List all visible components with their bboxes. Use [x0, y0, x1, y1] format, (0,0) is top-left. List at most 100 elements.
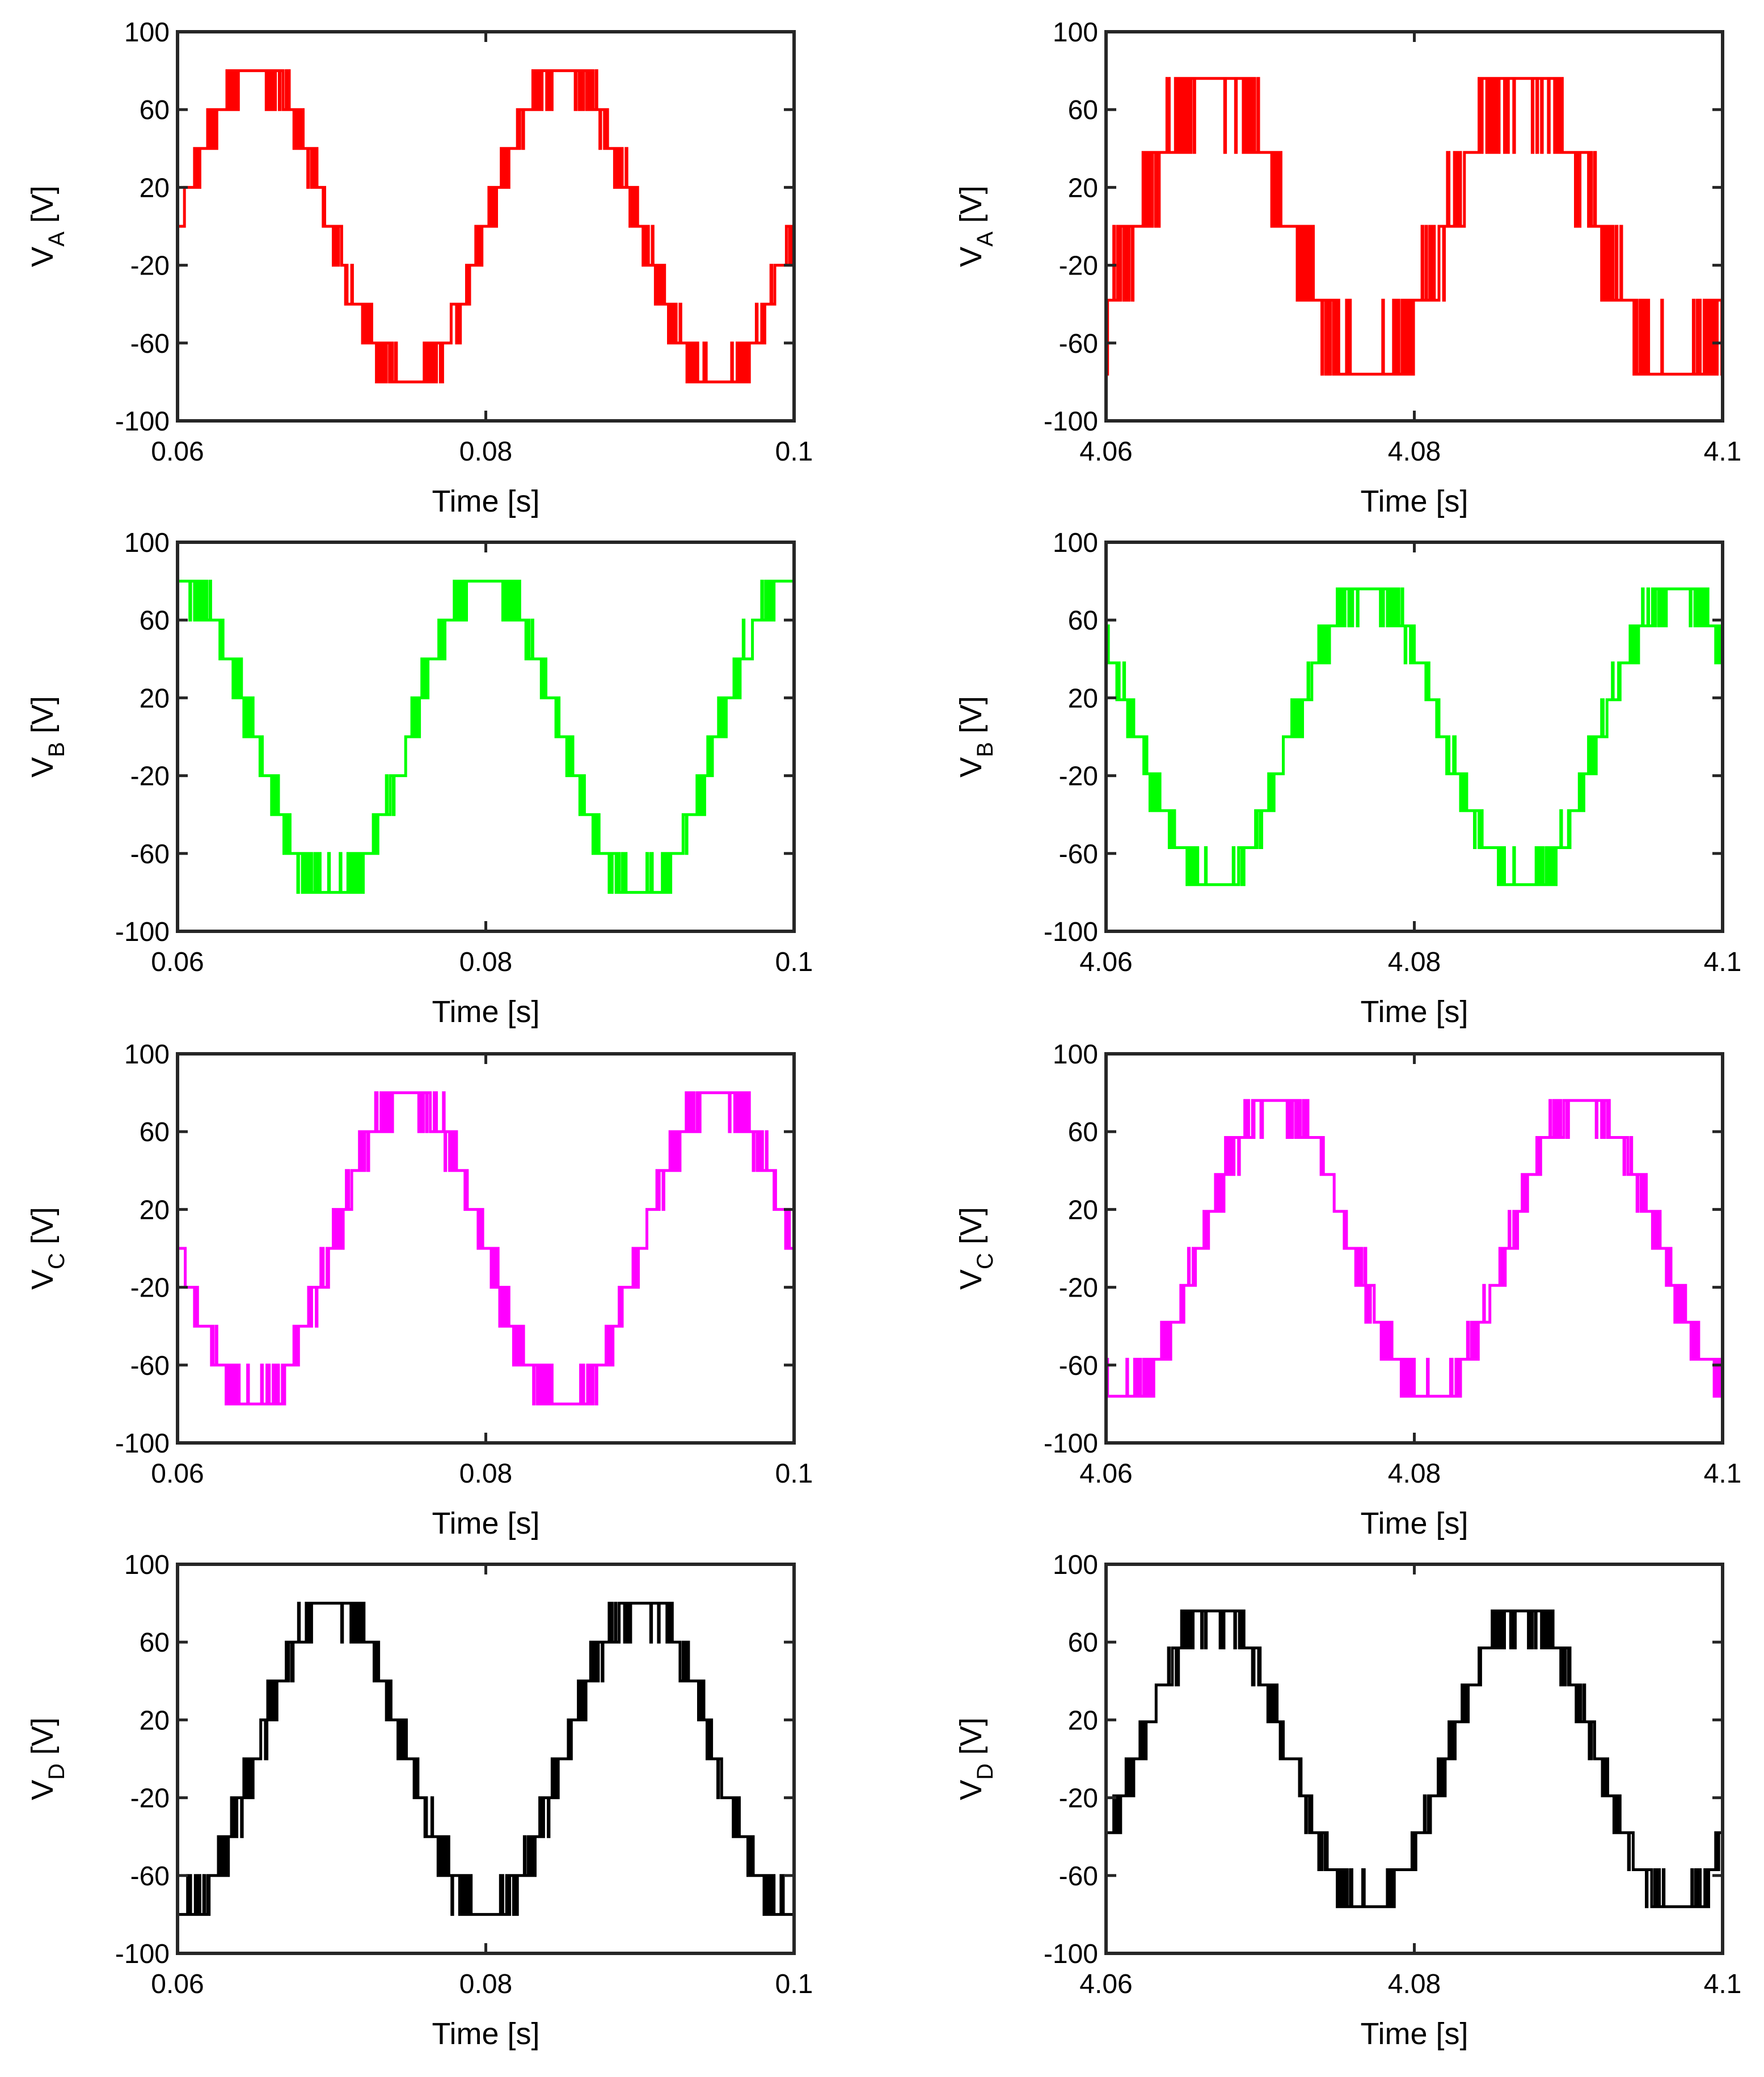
x-tick-label: 4.1: [1704, 1459, 1742, 1489]
y-tick-label: 100: [1053, 1550, 1098, 1580]
y-tick-label: -60: [130, 1861, 170, 1892]
y-tick-label: 100: [124, 18, 170, 48]
waveform-va-start: [178, 69, 794, 383]
y-tick-label: -60: [1059, 1351, 1098, 1381]
waveform-vd-start: [178, 1602, 794, 1916]
y-tick-label: -20: [1059, 251, 1098, 281]
y-tick-label: -60: [130, 839, 170, 869]
y-tick-label: 100: [124, 528, 170, 558]
x-tick-label: 0.08: [459, 1459, 512, 1489]
y-tick-label: 60: [140, 606, 170, 636]
y-tick-label: -60: [1059, 839, 1098, 869]
plot-frame: [176, 541, 796, 933]
y-tick-label: -100: [115, 407, 170, 437]
x-tick-label: 0.06: [151, 437, 204, 467]
y-axis-label: VB [V]: [26, 696, 69, 778]
y-tick-label: -20: [1059, 762, 1098, 792]
y-tick-label: -100: [1044, 1939, 1098, 1969]
x-tick-label: 0.08: [459, 1969, 512, 1999]
waveform-vb-end: [1106, 587, 1723, 886]
x-tick-label: 4.1: [1704, 437, 1742, 467]
waveform-vc-end: [1106, 1099, 1723, 1398]
x-axis-label: Time [s]: [432, 1506, 539, 1540]
y-tick-label: 20: [140, 1195, 170, 1225]
y-tick-label: 60: [1068, 1117, 1098, 1147]
x-axis-label: Time [s]: [1360, 484, 1468, 518]
y-tick-label: -60: [1059, 329, 1098, 359]
x-tick-label: 4.06: [1079, 1459, 1132, 1489]
y-axis-label: VA [V]: [954, 185, 998, 267]
x-axis-label: Time [s]: [432, 995, 539, 1029]
x-axis-label: Time [s]: [1360, 1506, 1468, 1540]
y-tick-label: -100: [1044, 1429, 1098, 1459]
x-tick-label: 0.1: [775, 1459, 813, 1489]
x-tick-label: 4.08: [1388, 1459, 1441, 1489]
y-tick-label: -20: [130, 1784, 170, 1814]
y-axis-label: VC [V]: [26, 1207, 69, 1290]
y-tick-label: 60: [140, 95, 170, 125]
y-tick-label: 100: [124, 1040, 170, 1070]
y-tick-label: -20: [1059, 1784, 1098, 1814]
x-tick-label: 0.08: [459, 437, 512, 467]
y-tick-label: 60: [140, 1117, 170, 1147]
x-tick-label: 4.1: [1704, 1969, 1742, 1999]
y-tick-label: -60: [1059, 1861, 1098, 1892]
y-tick-label: -60: [130, 1351, 170, 1381]
y-tick-label: 20: [1068, 1195, 1098, 1225]
plot-frame: [1104, 1563, 1724, 1955]
y-tick-label: -20: [130, 1273, 170, 1303]
y-tick-label: -100: [115, 1939, 170, 1969]
y-tick-label: 100: [124, 1550, 170, 1580]
y-tick-label: -100: [1044, 407, 1098, 437]
x-tick-label: 4.1: [1704, 947, 1742, 977]
y-axis-label: VC [V]: [954, 1207, 998, 1290]
waveform-va-end: [1106, 77, 1723, 376]
y-tick-label: -20: [130, 762, 170, 792]
x-tick-label: 4.08: [1388, 437, 1441, 467]
y-tick-label: -60: [130, 329, 170, 359]
y-tick-label: 100: [1053, 1040, 1098, 1070]
waveform-vd-end: [1106, 1609, 1723, 1909]
x-axis-label: Time [s]: [432, 484, 539, 518]
x-tick-label: 0.06: [151, 1459, 204, 1489]
x-tick-label: 0.1: [775, 1969, 813, 1999]
y-tick-label: -100: [115, 917, 170, 947]
x-axis-label: Time [s]: [432, 2017, 539, 2051]
y-axis-label: VB [V]: [954, 696, 998, 778]
y-tick-label: -100: [1044, 917, 1098, 947]
waveform-vc-start: [178, 1091, 794, 1405]
y-tick-label: 20: [140, 683, 170, 714]
x-axis-label: Time [s]: [1360, 2017, 1468, 2051]
y-tick-label: 20: [1068, 683, 1098, 714]
plot-frame: [176, 1563, 796, 1955]
waveform-vb-start: [178, 580, 794, 894]
y-tick-label: -100: [115, 1429, 170, 1459]
y-tick-label: 20: [1068, 1705, 1098, 1736]
x-tick-label: 0.1: [775, 947, 813, 977]
y-tick-label: 100: [1053, 528, 1098, 558]
y-tick-label: 60: [140, 1628, 170, 1658]
y-tick-label: 60: [1068, 606, 1098, 636]
x-tick-label: 0.1: [775, 437, 813, 467]
y-tick-label: 20: [1068, 173, 1098, 203]
y-tick-label: 60: [1068, 1628, 1098, 1658]
y-tick-label: 20: [140, 1705, 170, 1736]
x-tick-label: 4.06: [1079, 1969, 1132, 1999]
x-tick-label: 4.06: [1079, 437, 1132, 467]
y-tick-label: 20: [140, 173, 170, 203]
y-axis-label: VA [V]: [26, 185, 69, 267]
x-axis-label: Time [s]: [1360, 995, 1468, 1029]
x-tick-label: 4.08: [1388, 947, 1441, 977]
y-tick-label: -20: [1059, 1273, 1098, 1303]
y-axis-label: VD [V]: [26, 1717, 69, 1800]
x-tick-label: 4.08: [1388, 1969, 1441, 1999]
